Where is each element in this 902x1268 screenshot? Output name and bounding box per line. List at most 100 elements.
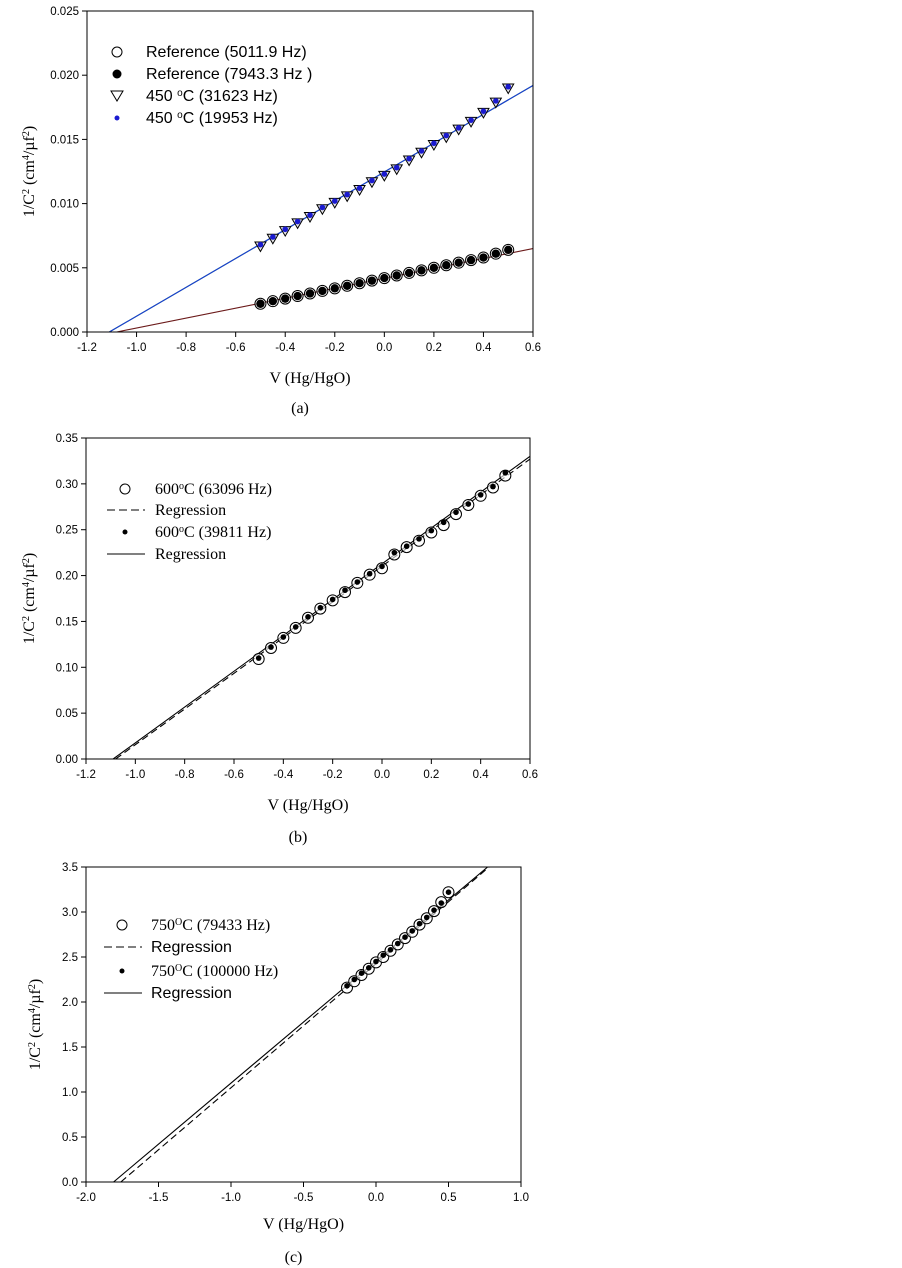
- superscript: 2: [21, 558, 32, 563]
- x-tick-label: 0.4: [473, 769, 490, 781]
- legend-triangle-icon: [110, 90, 124, 102]
- text-span: /µf: [27, 989, 44, 1009]
- x-tick-label: -0.6: [226, 342, 246, 354]
- text-span: /µf: [21, 563, 38, 583]
- data-point-dot: [268, 644, 274, 650]
- legend-label: 750OC (79433 Hz): [151, 917, 270, 935]
- data-point-dot: [393, 164, 400, 171]
- legend-open-circle-icon: [116, 919, 128, 931]
- x-tick-label: -1.2: [77, 342, 97, 354]
- data-point-dot: [455, 125, 462, 131]
- legend-label: Regression: [155, 502, 226, 519]
- plot-frame: [85, 866, 522, 1183]
- y-tick-label: 0.015: [50, 134, 79, 146]
- data-point-dot: [468, 117, 474, 123]
- x-tick-label: -1.0: [221, 1192, 241, 1204]
- data-point-filled-circle: [281, 294, 290, 303]
- data-point-dot: [438, 900, 445, 906]
- y-tick-label: 0.05: [56, 708, 78, 720]
- x-tick-label: -0.2: [325, 342, 345, 354]
- panel-caption: (a): [291, 400, 309, 417]
- data-point-dot: [354, 579, 361, 585]
- legend-label: Reference (7943.3 Hz ): [146, 66, 312, 83]
- superscript: 4: [21, 582, 32, 587]
- data-point-filled-circle: [479, 253, 488, 262]
- legend-filled-circle-icon: [112, 69, 122, 79]
- x-axis-label: V (Hg/HgO): [263, 1216, 344, 1233]
- text-span: Regression: [151, 939, 232, 956]
- x-tick-label: -1.5: [149, 1192, 169, 1204]
- text-span: 1/C: [21, 621, 38, 644]
- text-span: ): [21, 126, 38, 131]
- data-point-dot: [305, 614, 311, 620]
- text-span: (cm: [27, 1013, 44, 1042]
- y-tick-label: 0.30: [56, 479, 78, 491]
- superscript: o: [177, 110, 183, 121]
- data-point-dot: [402, 934, 408, 940]
- superscript: o: [177, 88, 183, 99]
- data-point-dot: [366, 570, 373, 577]
- legend-label: Reference (5011.9 Hz): [146, 44, 307, 61]
- data-point-dot: [319, 204, 326, 211]
- text-span: Regression: [151, 985, 232, 1002]
- data-point-dot: [351, 976, 358, 983]
- legend-label: 600oC (39811 Hz): [155, 524, 271, 542]
- text-span: 750: [151, 963, 175, 980]
- data-point-dot: [423, 914, 430, 921]
- plot-frame: [86, 10, 534, 333]
- data-point-filled-circle: [429, 263, 439, 272]
- y-tick-label: 2.5: [62, 952, 78, 964]
- data-point-filled-circle: [367, 276, 377, 285]
- y-tick-label: 0.0: [62, 1177, 78, 1189]
- x-axis-label: V (Hg/HgO): [267, 797, 348, 814]
- y-axis-label: 1/C2 (cm4/µf2): [21, 553, 39, 644]
- y-tick-label: 0.10: [56, 662, 78, 674]
- data-point-dot: [453, 509, 459, 516]
- chart-panel-b: -1.2 -1.0 -0.8 -0.6 -0.4 -0.2 0.0 0.2 0.4 0.6 0.00…: [21, 433, 539, 846]
- text-span: 450: [146, 88, 177, 105]
- x-tick-label: -2.0: [76, 1192, 96, 1204]
- y-tick-label: 0.25: [56, 525, 78, 537]
- x-tick-label: 0.4: [475, 342, 492, 354]
- legend-dot-icon: [114, 115, 120, 121]
- data-point-dot: [406, 155, 412, 162]
- y-tick-label: 0.15: [56, 616, 78, 628]
- superscript: 2: [21, 131, 32, 136]
- superscript: o: [179, 524, 184, 535]
- data-point-dot: [307, 212, 313, 218]
- legend-label: 450 oC (19953 Hz): [146, 110, 278, 128]
- text-span: ): [27, 979, 44, 984]
- y-tick-label: 1.0: [62, 1087, 78, 1099]
- data-point-dot: [255, 655, 262, 661]
- data-point-dot: [391, 549, 398, 556]
- data-point-dot: [394, 940, 401, 947]
- superscript: 2: [27, 1042, 38, 1047]
- text-span: Regression: [155, 502, 226, 519]
- data-point-filled-circle: [491, 249, 501, 258]
- y-tick-label: 3.0: [62, 907, 78, 919]
- text-span: (cm: [21, 587, 38, 616]
- y-tick-label: 0.025: [50, 6, 79, 18]
- data-point-filled-circle: [404, 268, 414, 278]
- data-point-dot: [428, 527, 435, 534]
- data-point-dot: [431, 907, 437, 913]
- data-point-dot: [431, 140, 437, 147]
- data-point-filled-circle: [380, 273, 389, 283]
- y-tick-label: 0.020: [50, 70, 79, 82]
- data-point-dot: [403, 543, 410, 550]
- data-point-dot: [409, 928, 416, 934]
- data-point-dot: [493, 98, 499, 104]
- x-tick-label: -1.2: [76, 769, 96, 781]
- text-span: C (63096 Hz): [184, 481, 272, 498]
- data-point-dot: [373, 958, 379, 965]
- data-point-dot: [416, 536, 422, 542]
- data-point-dot: [358, 970, 365, 976]
- data-point-dot: [379, 563, 385, 570]
- data-point-filled-circle: [318, 286, 327, 296]
- data-point-filled-circle: [342, 281, 352, 290]
- data-point-dot: [257, 241, 264, 248]
- x-tick-label: -0.8: [176, 342, 196, 354]
- x-tick-label: 0.6: [522, 769, 538, 781]
- data-point-dot: [465, 501, 472, 507]
